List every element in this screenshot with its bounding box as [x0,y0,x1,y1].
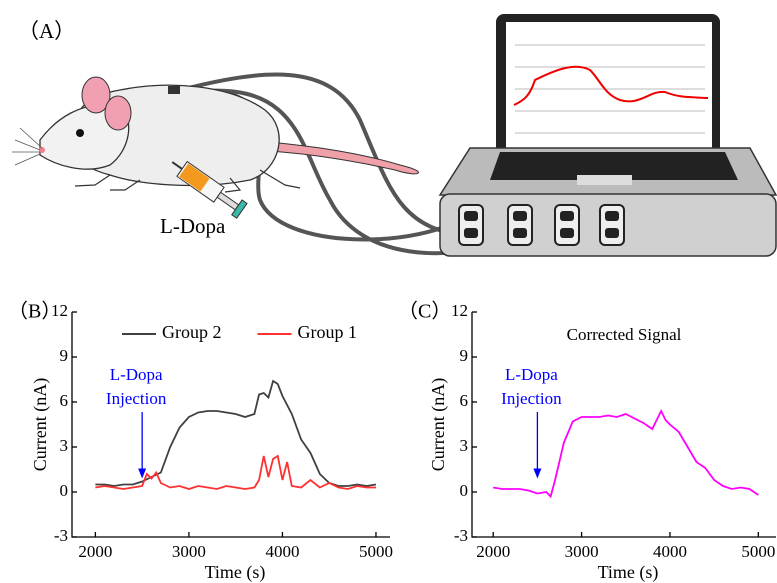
axes [71,312,390,538]
y-tick-label: 0 [460,481,469,500]
legs [74,169,301,193]
x-tick-label: 3000 [172,542,206,561]
ports [458,204,625,246]
y-tick-label: 0 [60,481,69,500]
legend-label: Group 2 [162,322,222,342]
y-tick-label: 12 [451,301,468,320]
screen-grid [515,44,705,134]
drug-label: L-Dopa [160,214,226,238]
y-tick-label: 12 [51,301,68,320]
y-tick-label: 6 [60,391,69,410]
x-tick-label: 4000 [265,542,299,561]
annotation-text: Injection [501,389,562,408]
axes [471,312,776,538]
annotation-text: L-Dopa [110,365,163,384]
annotation-arrowhead [533,468,542,479]
cable [179,72,471,238]
line-series [95,379,377,487]
implant [168,86,180,94]
x-tick-label: 5000 [359,542,393,561]
nose [39,147,45,153]
x-axis-title: Time (s) [598,562,659,583]
screen-trace [513,65,709,106]
ear [81,76,111,114]
y-tick-label: 9 [460,346,469,365]
illustration: L-Dopa [12,14,777,257]
chart-title: Corrected Signal [567,325,682,344]
y-axis-title: Current (nA) [30,378,51,471]
panel-label: （A） [18,19,75,43]
y-tick-label: 6 [460,391,469,410]
y-tick-label: -3 [454,526,468,545]
line-series [493,408,759,499]
eye [76,129,84,137]
annotation-text: L-Dopa [505,365,558,384]
line-series [95,454,376,490]
tail [249,139,419,175]
panel-label: （C） [398,300,451,323]
annotation-arrowhead [138,468,147,479]
y-tick-label: -3 [54,526,68,545]
y-tick-label: 3 [60,436,69,455]
whiskers [12,127,43,166]
x-tick-label: 3000 [565,542,599,561]
x-tick-label: 5000 [741,542,775,561]
keyboard [490,152,738,180]
legend-label: Group 1 [298,322,358,342]
touchpad [577,175,632,185]
x-tick-label: 2000 [78,542,112,561]
panel-label: （B） [8,300,61,323]
laptop-screen [506,22,712,160]
x-tick-label: 2000 [476,542,510,561]
ear [104,95,132,131]
x-axis-title: Time (s) [205,562,266,583]
y-axis-title: Current (nA) [428,378,449,471]
y-tick-label: 3 [460,436,469,455]
syringe [171,160,248,219]
y-tick-label: 9 [60,346,69,365]
x-tick-label: 4000 [653,542,687,561]
annotation-text: Injection [106,389,167,408]
